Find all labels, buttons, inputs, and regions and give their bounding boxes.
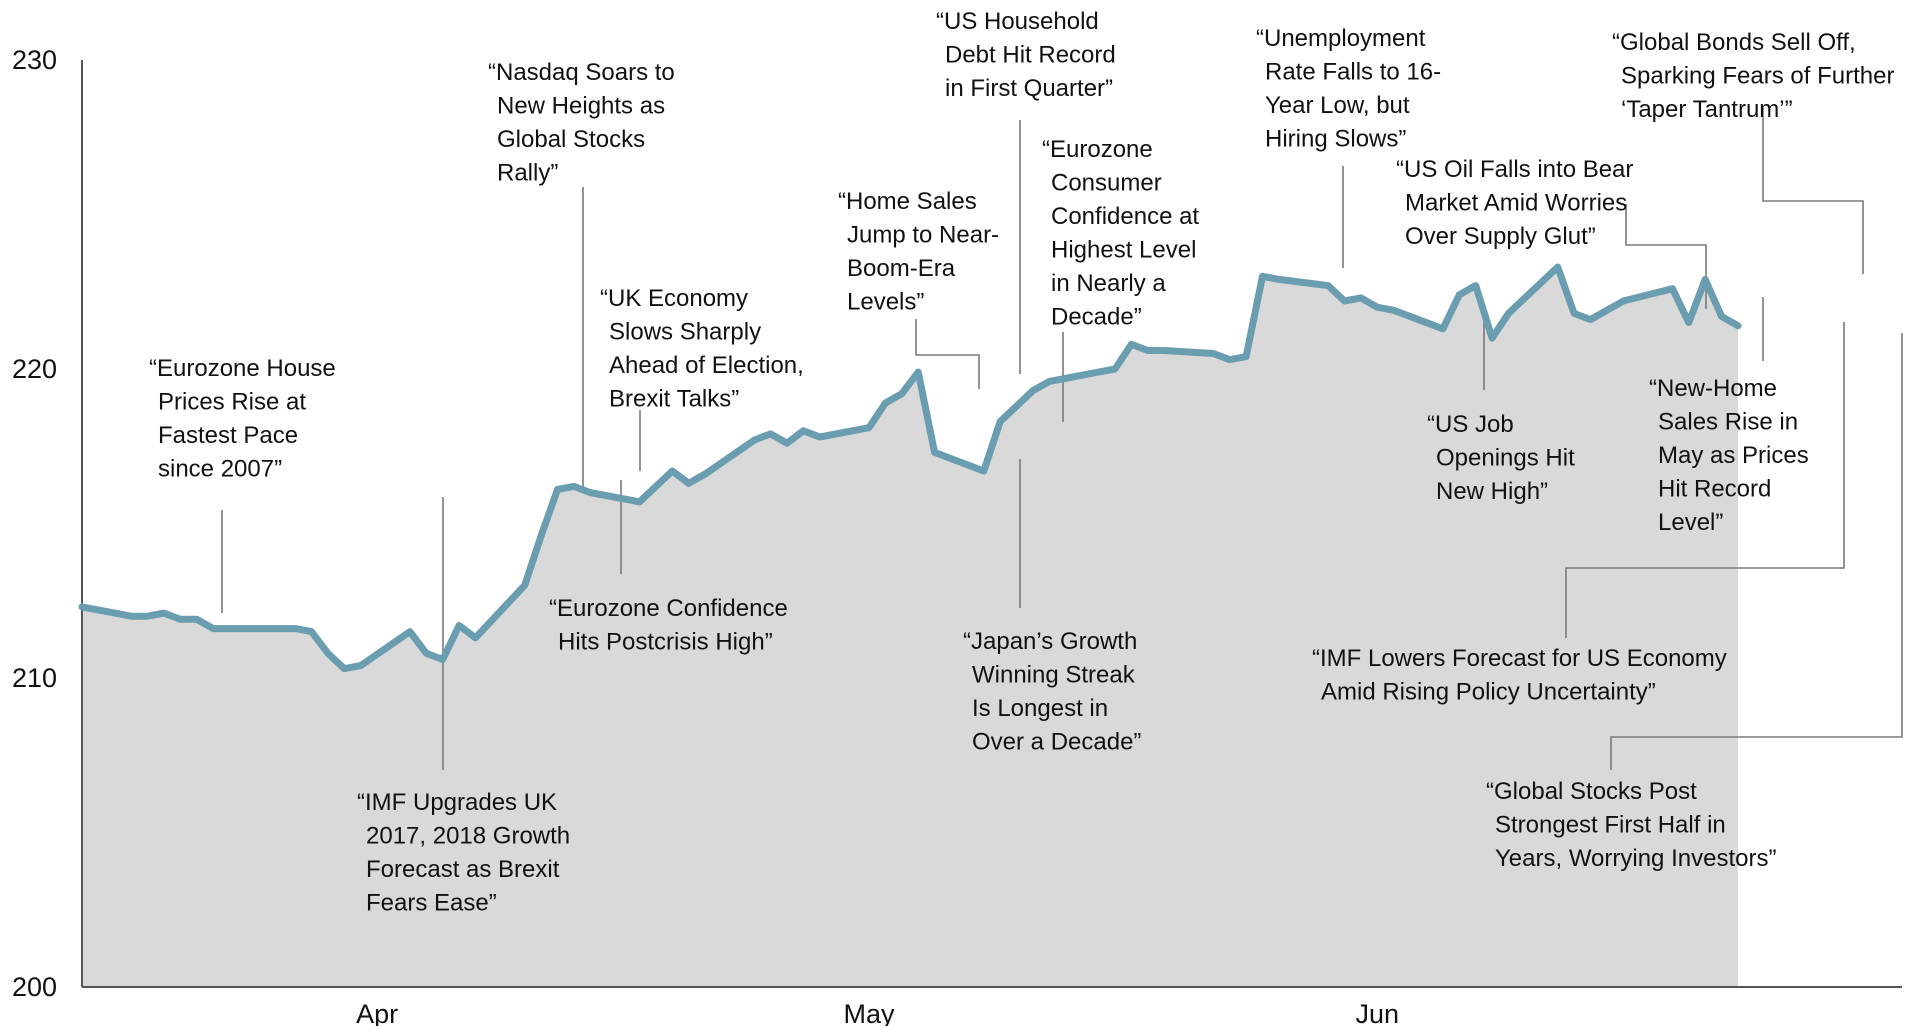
annotation-text-line: Prices Rise at <box>158 389 306 416</box>
annotation-text-line: “Unemployment <box>1256 25 1426 52</box>
annotation-text-line: “US Oil Falls into Bear <box>1396 156 1633 183</box>
annotation-text-line: Confidence at <box>1051 203 1199 230</box>
annotation-leader-line <box>915 319 980 389</box>
annotation-text-line: Jump to Near- <box>847 222 999 249</box>
annotation-text-line: “US Job <box>1427 411 1514 438</box>
annotation-text-line: Amid Rising Policy Uncertainty” <box>1321 679 1656 706</box>
annotation-text-line: Sales Rise in <box>1658 409 1798 436</box>
annotation-text-line: Fastest Pace <box>158 422 298 449</box>
annotation-callout: “Global Stocks Post Strongest First Half … <box>1486 778 1776 872</box>
annotation-callout: “Eurozone Confidence Hits Postcrisis High… <box>549 595 788 656</box>
annotation-text-line: 2017, 2018 Growth <box>366 823 570 850</box>
annotation-text-line: Fears Ease” <box>366 890 497 917</box>
annotation-text-line: since 2007” <box>158 456 282 483</box>
annotation-text-line: Ahead of Election, <box>609 352 804 379</box>
annotation-text-line: Global Stocks <box>497 126 645 153</box>
annotation-text-line: “Home Sales <box>838 188 977 215</box>
annotation-text-line: Strongest First Half in <box>1495 812 1726 839</box>
annotation-text-line: Slows Sharply <box>609 319 761 346</box>
annotation-text-line: May as Prices <box>1658 442 1809 469</box>
annotation-text-line: Winning Streak <box>972 662 1136 689</box>
annotation-text-line: Level” <box>1658 509 1723 536</box>
annotation-callout: “Nasdaq Soars to New Heights as Global Sto… <box>488 59 675 187</box>
annotation-callout: “UK Economy Slows Sharply Ahead of Electio… <box>600 285 804 413</box>
y-tick-label: 220 <box>12 354 57 384</box>
annotation-text-line: Debt Hit Record <box>945 42 1116 69</box>
series-line <box>78 263 1742 673</box>
annotation-callout: “Home Sales Jump to Near- Boom-Era Levels” <box>838 188 999 316</box>
annotation-text-line: Hiring Slows” <box>1265 126 1406 153</box>
annotation-text-line: New Heights as <box>497 93 665 120</box>
annotation-text-line: Boom-Era <box>847 255 956 282</box>
annotation-text-line: “IMF Upgrades UK <box>357 789 557 816</box>
annotation-callout: “US Household Debt Hit Record in First Qua… <box>936 8 1116 102</box>
annotation-text-line: Over Supply Glut” <box>1405 223 1596 250</box>
annotation-leader-line <box>1565 322 1845 638</box>
annotation-text-line: “Eurozone <box>1042 136 1153 163</box>
annotation-text-line: “Japan’s Growth <box>963 628 1137 655</box>
annotation-text-line: Is Longest in <box>972 695 1108 722</box>
annotation-callout: “Eurozone Consumer Confidence at Highest Le… <box>1042 136 1199 331</box>
annotation-text-line: “Nasdaq Soars to <box>488 59 675 86</box>
y-tick-label: 210 <box>12 663 57 693</box>
annotation-text-line: “Eurozone Confidence <box>549 595 788 622</box>
annotation-text-line: Decade” <box>1051 304 1142 331</box>
annotation-callout: “Eurozone House Prices Rise at Fastest Pac… <box>149 355 336 483</box>
annotation-callout: “IMF Lowers Forecast for US Economy Amid … <box>1312 645 1727 706</box>
annotation-text-line: Year Low, but <box>1265 92 1410 119</box>
annotation-text-line: Highest Level <box>1051 237 1196 264</box>
annotation-text-line: in Nearly a <box>1051 270 1166 297</box>
series-area <box>82 267 1738 987</box>
x-tick-label: May <box>844 999 896 1026</box>
annotation-text-line: “Eurozone House <box>149 355 336 382</box>
annotation-leader-line <box>1610 333 1903 770</box>
x-tick-label: Jun <box>1356 999 1400 1026</box>
y-tick-label: 200 <box>12 972 57 1002</box>
annotation-text-line: Rally” <box>497 160 558 187</box>
annotation-leader-line <box>1762 108 1864 274</box>
annotation-callout: “New-Home Sales Rise in May as Prices Hit R… <box>1649 375 1809 536</box>
annotation-callout: “US Oil Falls into Bear Market Amid Worri… <box>1396 156 1633 250</box>
annotation-text-line: Openings Hit <box>1436 445 1575 472</box>
y-tick-label: 230 <box>12 45 57 75</box>
annotation-text-line: Hit Record <box>1658 476 1771 503</box>
annotation-text-line: Brexit Talks” <box>609 386 739 413</box>
annotation-text-line: Consumer <box>1051 170 1162 197</box>
annotation-text-line: “US Household <box>936 8 1099 35</box>
annotation-text-line: ‘Taper Tantrum’” <box>1621 96 1793 123</box>
annotation-callout: “US Job Openings Hit New High” <box>1427 411 1575 505</box>
annotation-callout: “Global Bonds Sell Off, Sparking Fears of… <box>1612 29 1894 123</box>
annotation-text-line: Years, Worrying Investors” <box>1495 845 1776 872</box>
annotation-text-line: “Global Bonds Sell Off, <box>1612 29 1856 56</box>
annotation-text-line: Rate Falls to 16- <box>1265 59 1441 86</box>
x-tick-label: Apr <box>356 999 398 1026</box>
annotation-text-line: Hits Postcrisis High” <box>558 629 773 656</box>
annotation-callout: “IMF Upgrades UK 2017, 2018 Growth Forecas… <box>357 789 570 917</box>
annotation-text-line: Over a Decade” <box>972 729 1141 756</box>
annotation-text-line: “IMF Lowers Forecast for US Economy <box>1312 645 1727 672</box>
annotation-text-line: Market Amid Worries <box>1405 190 1627 217</box>
annotation-callout: “Unemployment Rate Falls to 16- Year Low, … <box>1256 25 1441 153</box>
annotation-text-line: Forecast as Brexit <box>366 856 560 883</box>
annotation-text-line: New High” <box>1436 478 1548 505</box>
annotation-text-line: Levels” <box>847 289 924 316</box>
annotation-text-line: “New-Home <box>1649 375 1777 402</box>
annotation-text-line: in First Quarter” <box>945 75 1113 102</box>
annotation-text-line: Sparking Fears of Further <box>1621 63 1894 90</box>
annotation-callout: “Japan’s Growth Winning Streak Is Longest … <box>963 628 1141 756</box>
annotation-text-line: “Global Stocks Post <box>1486 778 1697 805</box>
annotation-text-line: “UK Economy <box>600 285 748 312</box>
